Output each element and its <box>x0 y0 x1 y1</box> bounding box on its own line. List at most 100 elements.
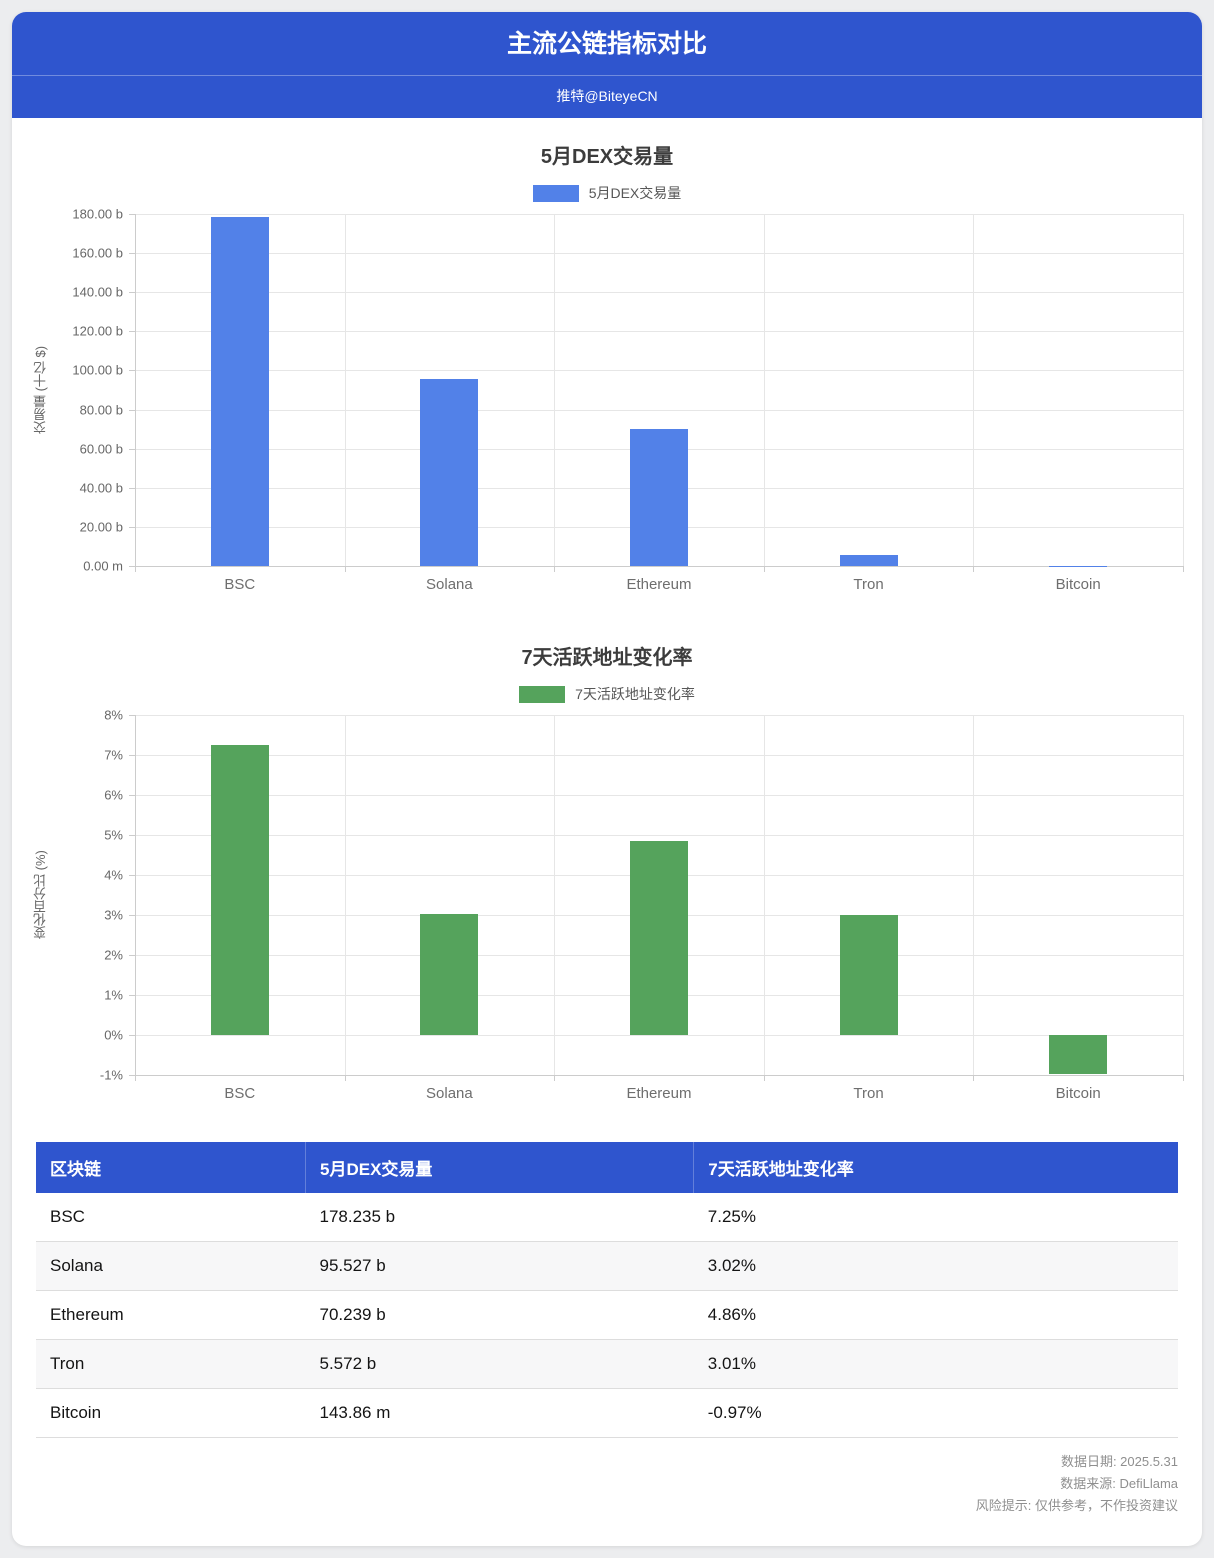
table-row: Solana 95.527 b 3.02% <box>36 1241 1178 1291</box>
table-cell: Solana <box>36 1241 306 1291</box>
x-tick-mark <box>763 1075 765 1081</box>
y-tick-mark <box>129 214 135 215</box>
table-header-cell: 区块链 <box>36 1142 306 1193</box>
y-tick-mark <box>129 448 135 450</box>
y-tick-mark <box>129 253 135 255</box>
table-cell: 178.235 b <box>305 1193 694 1242</box>
footer-notes: 数据日期: 2025.5.31 数据来源: DefiLlama 风险提示: 仅供… <box>36 1451 1178 1517</box>
x-label-Solana: Solana <box>426 576 473 593</box>
v-gridline <box>135 214 136 566</box>
header-subtitle: 推特@BiteyeCN <box>556 88 658 104</box>
bar-Tron <box>839 914 898 1035</box>
plot-area: -1% 0% 1% 2% 3% 4% 5% 6% 7% 8% <box>100 708 1184 1083</box>
y-tick-label: 20.00 b <box>79 519 123 535</box>
plot-area: 0.00 m 20.00 b 40.00 b 60.00 b 80.00 b 100.00… <box>72 207 1184 574</box>
table-cell: 3.02% <box>693 1241 1178 1291</box>
table-cell: 3.01% <box>693 1339 1178 1389</box>
metrics-table: 区块链 5月DEX交易量 7天活跃地址变化率 BSC 178.235 b 7.25% So… <box>36 1142 1178 1438</box>
y-tick-mark <box>129 566 135 567</box>
footer-risk-notice: 风险提示: 仅供参考，不作投资建议 <box>975 1498 1178 1513</box>
x-tick-mark <box>763 566 765 572</box>
table-cell: 143.86 m <box>305 1388 694 1438</box>
h-gridline <box>135 292 1183 294</box>
table-header-row: 区块链 5月DEX交易量 7天活跃地址变化率 <box>36 1142 1178 1193</box>
x-tick-mark <box>973 566 975 572</box>
x-tick-mark <box>554 1075 556 1081</box>
dashboard-card: 主流公链指标对比 推特@BiteyeCN 5月DEX交易量 5月DEX交易量 交… <box>12 12 1202 1546</box>
bar-Ethereum <box>630 840 688 1035</box>
h-gridline <box>135 331 1183 333</box>
y-tick-label: -1% <box>99 1067 123 1083</box>
h-gridline <box>135 795 1183 796</box>
h-gridline <box>135 566 1183 567</box>
bar-Ethereum <box>630 428 688 566</box>
table-cell: Bitcoin <box>36 1388 306 1438</box>
y-tick-label: 7% <box>104 747 123 763</box>
chart-area: 变化百分比 (%) -1% 0% 1% 2% 3% 4% 5% 6% 7% 8% <box>33 708 1184 1083</box>
x-label-Bitcoin: Bitcoin <box>1055 576 1101 593</box>
bar-BSC <box>210 217 269 566</box>
y-tick-mark <box>129 292 135 294</box>
bar-Bitcoin <box>1049 1035 1108 1074</box>
x-axis-labels: BSC Solana Ethereum Tron Bitcoin <box>135 575 1183 595</box>
y-tick-mark <box>129 1075 135 1076</box>
x-label-BSC: BSC <box>224 1085 256 1102</box>
x-label-Tron: Tron <box>853 576 884 593</box>
v-gridline <box>763 715 765 1075</box>
y-tick-label: 140.00 b <box>72 284 123 300</box>
h-gridline <box>135 1075 1183 1076</box>
v-gridline <box>554 214 556 566</box>
v-gridline <box>554 715 556 1075</box>
y-tick-label: 60.00 b <box>79 441 123 457</box>
legend-swatch-icon <box>532 184 579 202</box>
x-tick-mark <box>554 566 556 572</box>
y-tick-mark <box>129 331 135 333</box>
y-tick-mark <box>129 755 135 756</box>
x-tick-mark <box>135 566 136 572</box>
y-tick-label: 2% <box>104 947 123 963</box>
bar-BSC <box>210 745 269 1035</box>
y-tick-mark <box>129 1035 135 1036</box>
table-header-cell: 7天活跃地址变化率 <box>693 1142 1178 1193</box>
y-tick-mark <box>129 795 135 796</box>
table-cell: 5.572 b <box>305 1339 694 1389</box>
x-tick-mark <box>135 1075 136 1081</box>
x-tick-mark <box>1183 1075 1184 1081</box>
y-axis-title: 交易量 (十亿 $) <box>33 345 48 435</box>
table-row: Tron 5.572 b 3.01% <box>36 1339 1178 1389</box>
y-tick-label: 40.00 b <box>79 480 123 496</box>
y-tick-mark <box>129 835 135 836</box>
y-tick-label: 5% <box>104 827 123 843</box>
y-tick-label: 6% <box>104 787 123 803</box>
x-label-BSC: BSC <box>224 576 256 593</box>
table-cell: Tron <box>36 1339 306 1389</box>
bar-Solana <box>420 914 479 1035</box>
y-tick-mark <box>129 955 135 956</box>
y-tick-label: 80.00 b <box>79 402 123 418</box>
legend-label: 7天活跃地址变化率 <box>575 686 695 702</box>
y-tick-mark <box>129 875 135 876</box>
y-tick-mark <box>129 715 135 716</box>
active-address-chart: 7天活跃地址变化率 7天活跃地址变化率 变化百分比 (%) -1% 0% 1% 2% 3… <box>12 645 1202 1104</box>
x-tick-mark <box>973 1075 975 1081</box>
table-cell: 4.86% <box>693 1290 1178 1340</box>
h-gridline <box>135 370 1183 372</box>
table-cell: Ethereum <box>36 1290 306 1340</box>
h-gridline <box>135 835 1183 836</box>
y-tick-label: 0% <box>104 1027 123 1043</box>
table-row: Bitcoin 143.86 m -0.97% <box>36 1388 1178 1438</box>
y-tick-mark <box>129 995 135 996</box>
table-cell: -0.97% <box>693 1388 1178 1438</box>
v-gridline <box>973 715 975 1075</box>
y-tick-label: 180.00 b <box>72 206 123 222</box>
y-tick-label: 8% <box>104 707 123 723</box>
table-cell: 7.25% <box>693 1193 1178 1242</box>
y-tick-label: 3% <box>104 907 123 923</box>
v-gridline <box>973 214 975 566</box>
h-gridline <box>135 715 1183 716</box>
metrics-table-section: 区块链 5月DEX交易量 7天活跃地址变化率 BSC 178.235 b 7.25% So… <box>36 1142 1178 1438</box>
x-label-Ethereum: Ethereum <box>626 576 692 593</box>
chart-title-active-address: 7天活跃地址变化率 <box>521 647 693 669</box>
x-label-Bitcoin: Bitcoin <box>1055 1085 1101 1102</box>
h-gridline <box>135 755 1183 756</box>
